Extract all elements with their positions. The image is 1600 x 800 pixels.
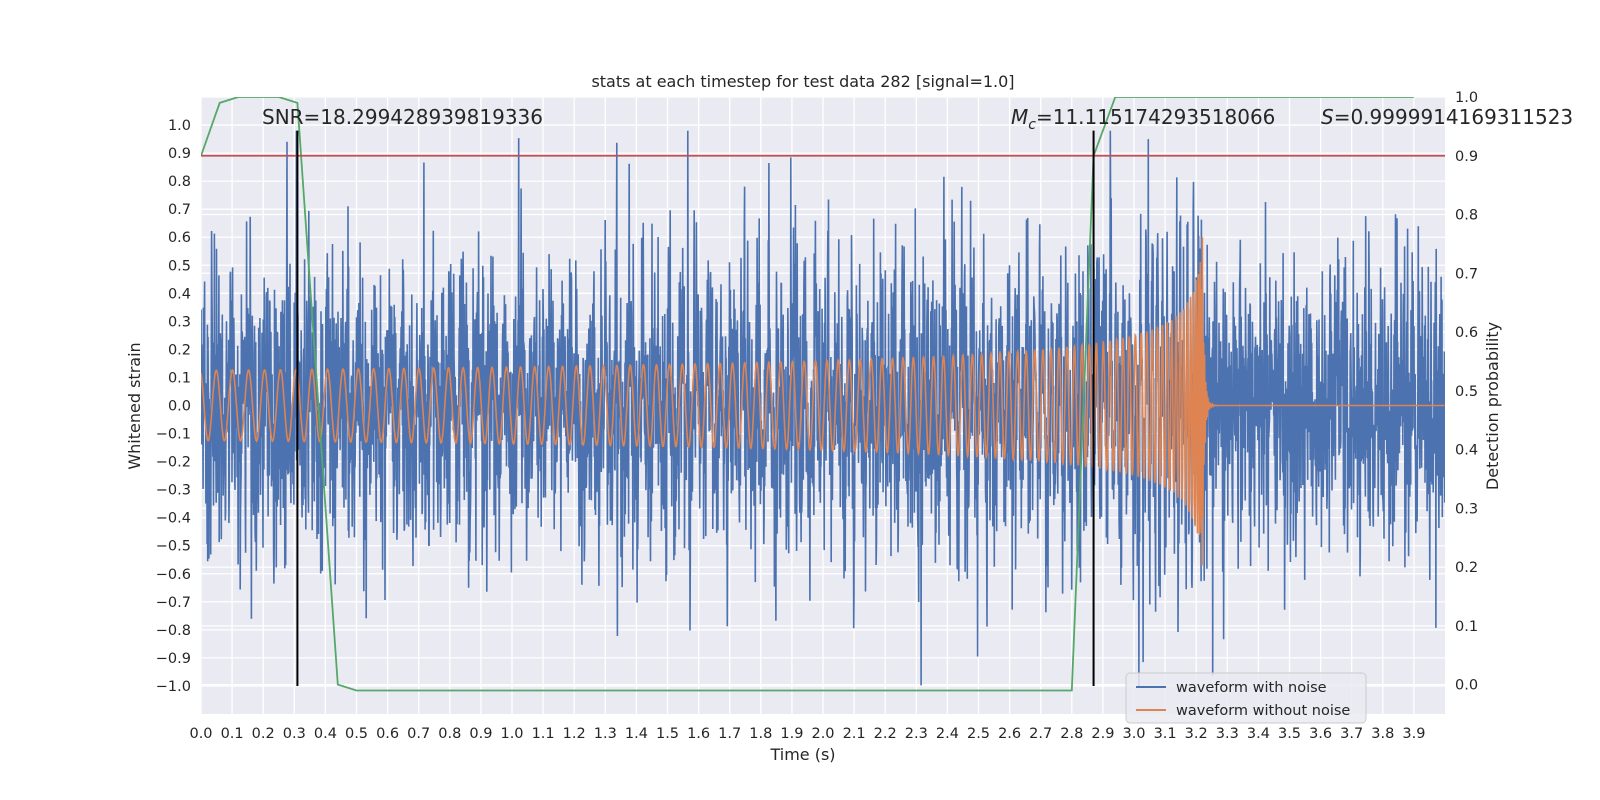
y2-tick-label: 0.5 [1455,384,1478,400]
x-tick-label: 3.8 [1371,726,1394,742]
chirp-mass-subscript: c [1028,117,1036,133]
y-tick-label: −0.9 [156,651,191,667]
x-tick-label: 1.5 [656,726,679,742]
x-tick-label: 2.0 [811,726,834,742]
y2-axis-label: Detection probability [1483,322,1502,490]
x-tick-label: 2.1 [843,726,866,742]
x-tick-label: 1.7 [718,726,741,742]
score-value: =0.9999914169311523 [1334,105,1573,129]
y2-tick-label: 0.1 [1455,619,1478,635]
x-tick-label: 1.0 [500,726,523,742]
x-tick-label: 0.7 [407,726,430,742]
x-tick-label: 3.5 [1278,726,1301,742]
legend-entry: waveform with noise [1176,680,1327,696]
x-tick-label: 0.9 [469,726,492,742]
x-tick-label: 0.2 [252,726,275,742]
x-tick-label: 3.3 [1216,726,1239,742]
y-tick-label: −0.7 [156,595,191,611]
y-tick-label: −0.1 [156,427,191,443]
x-tick-label: 2.2 [874,726,897,742]
y-tick-label: 1.0 [168,118,191,134]
x-tick-label: 0.8 [438,726,461,742]
chart-title: stats at each timestep for test data 282… [591,72,1014,91]
x-tick-label: 2.4 [936,726,959,742]
x-tick-label: 2.3 [905,726,928,742]
plot-series [201,97,1445,692]
x-tick-label: 1.4 [625,726,648,742]
y2-tick-label: 0.3 [1455,501,1478,517]
score-annotation: S=0.9999914169311523 [1321,105,1573,129]
y-tick-label: 0.0 [168,399,191,415]
x-tick-label: 3.0 [1122,726,1145,742]
x-tick-label: 3.9 [1402,726,1425,742]
x-tick-label: 2.5 [967,726,990,742]
snr-annotation: SNR=18.299428939819336 [262,105,543,129]
x-tick-label: 3.7 [1340,726,1363,742]
y-axis: 1.0 0.9 0.8 0.7 0.6 0.5 0.4 0.3 0.2 0.1 0.0 −0.1 −0.… [156,118,191,695]
x-tick-label: 1.2 [563,726,586,742]
legend: waveform with noise waveform without nois… [1125,672,1367,724]
legend-entry: waveform without noise [1176,703,1350,719]
legend-box [1125,672,1367,724]
series-line-waveform-without-noise [201,237,1445,566]
x-tick-label: 3.6 [1309,726,1332,742]
x-tick-label: 2.9 [1091,726,1114,742]
x-axis-label: Time (s) [769,745,835,764]
y-axis-label: Whitened strain [125,342,144,469]
x-tick-label: 3.4 [1247,726,1270,742]
x-tick-label: 2.8 [1060,726,1083,742]
x-tick-label: 0.6 [376,726,399,742]
y-tick-label: 0.9 [168,146,191,162]
series-line-detection-probability [201,97,1414,692]
x-tick-label: 1.3 [594,726,617,742]
y-tick-label: −0.5 [156,539,191,555]
y2-axis: 1.0 0.9 0.8 0.7 0.6 0.5 0.4 0.3 0.2 0.1 0.0 [1455,90,1478,694]
x-tick-label: 0.4 [314,726,337,742]
y-tick-label: 0.1 [168,370,191,386]
y-tick-label: 0.4 [168,286,191,302]
x-tick-label: 0.3 [283,726,306,742]
y-tick-label: −0.2 [156,455,191,471]
y2-tick-label: 0.4 [1455,443,1478,459]
y-tick-label: −0.8 [156,623,191,639]
x-tick-label: 2.6 [998,726,1021,742]
y-tick-label: 0.3 [168,314,191,330]
y-tick-label: 0.7 [168,202,191,218]
score-symbol: S [1321,105,1334,129]
y2-tick-label: 0.9 [1455,149,1478,165]
x-tick-label: 3.1 [1154,726,1177,742]
y-tick-label: −1.0 [156,679,191,695]
y-tick-label: 0.6 [168,230,191,246]
x-axis: 0.0 0.1 0.2 0.3 0.4 0.5 0.6 0.7 0.8 0.9 1.0 1.1 1.2 1… [189,726,1425,742]
chirp-mass-symbol: M [1011,105,1028,129]
y2-tick-label: 0.2 [1455,560,1478,576]
y2-tick-label: 0.6 [1455,325,1478,341]
x-tick-label: 0.5 [345,726,368,742]
x-tick-label: 3.2 [1185,726,1208,742]
x-tick-label: 1.1 [532,726,555,742]
chirp-mass-annotation: Mc=11.115174293518066 [1011,105,1275,133]
y-tick-label: −0.4 [156,511,191,527]
y-tick-label: −0.3 [156,483,191,499]
y2-tick-label: 1.0 [1455,90,1478,106]
x-tick-label: 2.7 [1029,726,1052,742]
chirp-mass-value: =11.115174293518066 [1036,105,1275,129]
x-tick-label: 1.9 [780,726,803,742]
x-tick-label: 1.6 [687,726,710,742]
y-tick-label: 0.2 [168,342,191,358]
y-tick-label: 0.8 [168,174,191,190]
y2-tick-label: 0.8 [1455,208,1478,224]
x-tick-label: 1.8 [749,726,772,742]
y2-tick-label: 0.7 [1455,266,1478,282]
x-tick-label: 0.0 [189,726,212,742]
y-tick-label: 0.5 [168,258,191,274]
y-tick-label: −0.6 [156,567,191,583]
y2-tick-label: 0.0 [1455,678,1478,694]
x-tick-label: 0.1 [221,726,244,742]
